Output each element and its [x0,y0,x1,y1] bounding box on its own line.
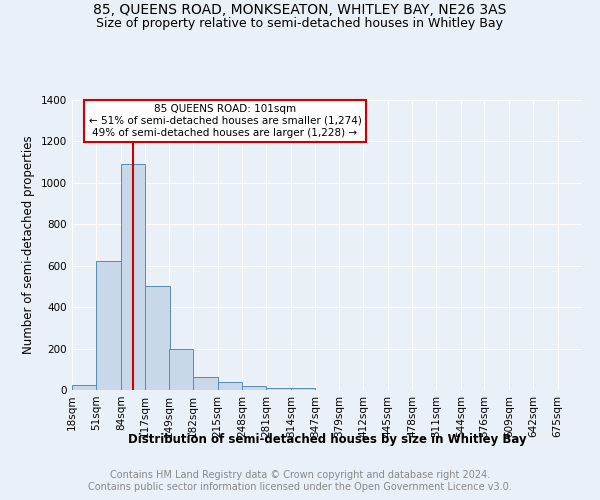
Bar [145,286,170,390]
Text: 85 QUEENS ROAD: 101sqm
← 51% of semi-detached houses are smaller (1,274)
49% of : 85 QUEENS ROAD: 101sqm ← 51% of semi-det… [89,104,361,138]
Bar [242,386,266,390]
Bar [169,348,193,390]
Bar [266,388,291,390]
Text: Size of property relative to semi-detached houses in Whitley Bay: Size of property relative to semi-detach… [97,18,503,30]
Bar [121,164,145,390]
Text: Distribution of semi-detached houses by size in Whitley Bay: Distribution of semi-detached houses by … [128,432,526,446]
Bar [291,388,315,390]
Y-axis label: Number of semi-detached properties: Number of semi-detached properties [22,136,35,354]
Bar [97,260,121,390]
Bar [72,385,97,390]
Text: Contains HM Land Registry data © Crown copyright and database right 2024.
Contai: Contains HM Land Registry data © Crown c… [88,470,512,492]
Bar [218,382,242,390]
Bar [193,376,218,390]
Text: 85, QUEENS ROAD, MONKSEATON, WHITLEY BAY, NE26 3AS: 85, QUEENS ROAD, MONKSEATON, WHITLEY BAY… [94,2,506,16]
